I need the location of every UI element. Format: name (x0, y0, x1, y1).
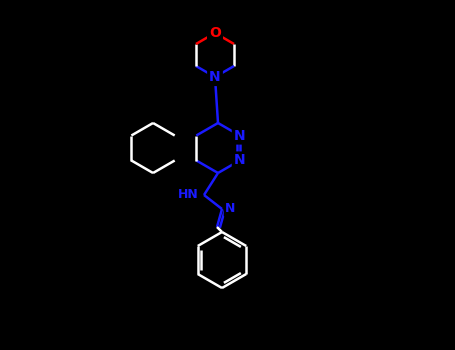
Text: N: N (234, 128, 245, 142)
Text: HN: HN (178, 189, 199, 202)
Text: N: N (209, 70, 221, 84)
Text: N: N (225, 203, 235, 216)
Text: N: N (234, 154, 245, 168)
Text: O: O (209, 26, 221, 40)
